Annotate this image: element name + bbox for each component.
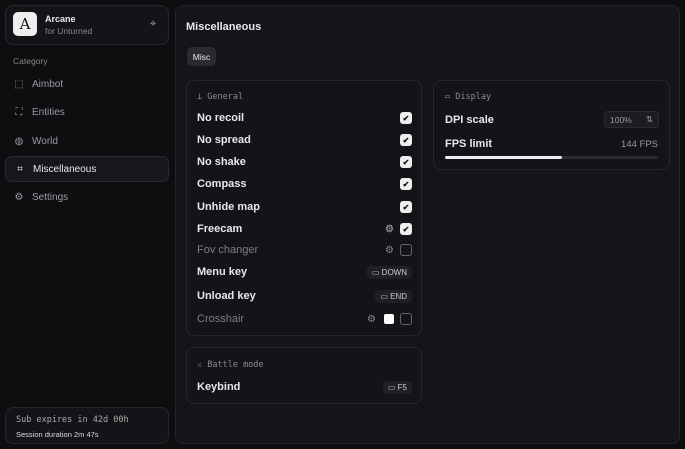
sidebar-item-miscellaneous[interactable]: ⌗ Miscellaneous: [5, 156, 169, 182]
gear-icon[interactable]: ⚙: [385, 223, 394, 235]
row-checkbox[interactable]: ✔: [400, 201, 412, 213]
row-checkbox[interactable]: ✔: [400, 112, 412, 124]
sub-expires: Sub expires in 42d 00h: [16, 415, 129, 425]
row-checkbox[interactable]: ✔: [400, 178, 412, 190]
sidebar-item-label: Miscellaneous: [33, 163, 97, 175]
entities-icon: ⛶: [15, 106, 23, 118]
menu-key-row: Menu key ▭ DOWN: [197, 262, 412, 282]
fps-slider[interactable]: [445, 156, 658, 159]
row-label: Menu key: [197, 266, 248, 278]
row-label: Keybind: [197, 381, 241, 393]
monitor-icon: ▭: [445, 92, 451, 102]
crosshair-checkbox[interactable]: [400, 313, 412, 325]
row-checkbox[interactable]: ✔: [400, 223, 412, 235]
sidebar-item-settings[interactable]: ⚙ Settings: [5, 184, 169, 210]
row-label: No recoil: [197, 112, 245, 124]
row-checkbox[interactable]: ✔: [400, 156, 412, 168]
dpi-label: DPI scale: [445, 114, 494, 126]
display-title: ▭ Display: [445, 92, 491, 102]
general-row: Freecam ⚙ ✔: [197, 219, 412, 239]
key-label: END: [390, 291, 407, 301]
row-label: No shake: [197, 156, 246, 168]
crosshair-settings-icon[interactable]: ⌖: [150, 18, 157, 30]
sidebar-item-label: World: [32, 135, 58, 147]
battle-keybind-button[interactable]: ▭ F5: [382, 380, 412, 394]
app-subtitle: for Unturned: [45, 26, 93, 36]
menu-key-button[interactable]: ▭ DOWN: [366, 265, 412, 279]
row-label: Freecam: [197, 223, 243, 235]
subscription-card: Sub expires in 42d 00h Session duration …: [5, 407, 169, 444]
section-title: General: [207, 92, 244, 102]
sidebar-item-world[interactable]: ◍ World: [5, 128, 169, 154]
page-title: Miscellaneous: [186, 21, 262, 33]
row-label: Crosshair: [197, 313, 245, 325]
general-row: No spread ✔: [197, 130, 412, 150]
dpi-scale-input[interactable]: 100% ⇅: [604, 111, 659, 128]
general-row: Compass ✔: [197, 174, 412, 194]
general-row: No shake ✔: [197, 152, 412, 172]
key-label: F5: [397, 382, 407, 392]
general-row: No recoil ✔: [197, 108, 412, 128]
battle-mode-card: [186, 347, 422, 404]
app-logo: A: [13, 12, 37, 36]
crosshair-row: Crosshair ⚙: [197, 309, 412, 329]
section-title: Battle mode: [207, 360, 264, 370]
general-icon: ⊥: [197, 92, 203, 102]
category-label: Category: [13, 56, 48, 66]
row-checkbox[interactable]: ✔: [400, 134, 412, 146]
key-label: DOWN: [381, 267, 407, 277]
battle-icon: ⚔: [197, 360, 203, 370]
fps-slider-fill: [445, 156, 563, 159]
tab-misc[interactable]: Misc: [187, 47, 216, 66]
sidebar-item-aimbot[interactable]: ⬚ Aimbot: [5, 71, 169, 97]
general-row: Fov changer ⚙: [197, 240, 412, 260]
grid-icon: ⌗: [17, 163, 23, 175]
app-name: Arcane: [45, 14, 76, 24]
row-label: Unhide map: [197, 201, 260, 213]
globe-icon: ◍: [14, 135, 24, 147]
session-duration: Session duration 2m 47s: [16, 430, 99, 439]
row-label: No spread: [197, 134, 251, 146]
battle-title: ⚔ Battle mode: [197, 360, 264, 370]
keyboard-icon: ▭: [380, 291, 388, 301]
sidebar-item-label: Aimbot: [32, 78, 64, 90]
row-label: Compass: [197, 178, 247, 190]
crosshair-color-swatch[interactable]: [384, 314, 394, 324]
row-label: Unload key: [197, 290, 256, 302]
sidebar-item-entities[interactable]: ⛶ Entities: [5, 99, 169, 125]
fps-label: FPS limit: [445, 138, 493, 150]
unload-key-button[interactable]: ▭ END: [375, 289, 412, 303]
keybind-row: Keybind ▭ F5: [197, 377, 412, 397]
general-row: Unhide map ✔: [197, 197, 412, 217]
gear-icon: ⚙: [14, 191, 24, 203]
crosshair-icon: ⬚: [14, 78, 24, 90]
fps-value: 144 FPS: [621, 139, 658, 150]
general-title: ⊥ General: [197, 92, 243, 102]
section-title: Display: [455, 92, 492, 102]
unload-key-row: Unload key ▭ END: [197, 286, 412, 306]
stepper-icon[interactable]: ⇅: [645, 114, 653, 124]
row-checkbox[interactable]: [400, 244, 412, 256]
row-label: Fov changer: [197, 244, 259, 256]
gear-icon[interactable]: ⚙: [385, 244, 394, 256]
sidebar-item-label: Entities: [32, 106, 65, 118]
keyboard-icon: ▭: [371, 267, 380, 277]
dpi-value: 100%: [610, 114, 632, 125]
keyboard-icon: ▭: [387, 382, 396, 392]
gear-icon[interactable]: ⚙: [367, 313, 376, 325]
sidebar-item-label: Settings: [32, 191, 69, 203]
